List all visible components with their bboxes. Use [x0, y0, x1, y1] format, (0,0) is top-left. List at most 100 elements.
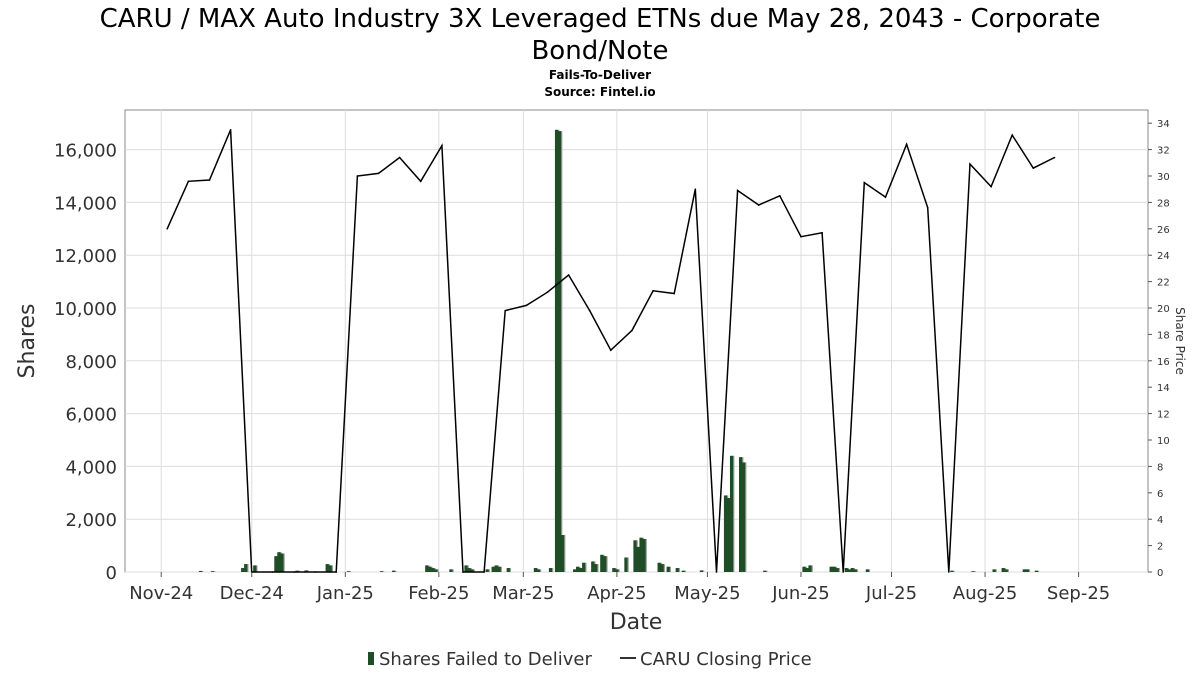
ftd-bar — [210, 571, 215, 572]
price-point — [483, 571, 485, 573]
price-point — [567, 274, 570, 276]
price-point — [525, 304, 528, 307]
left-tick-label: 12,000 — [54, 246, 117, 267]
ftd-bar — [328, 565, 332, 572]
ftd-bar — [992, 569, 996, 572]
legend-bar-swatch — [368, 652, 374, 665]
right-tick-label: 24 — [1157, 251, 1170, 262]
ftd-bar — [579, 568, 583, 572]
price-point — [504, 309, 507, 312]
ftd-bar — [491, 566, 495, 572]
right-tick-label: 30 — [1157, 172, 1170, 183]
ftd-bar — [1001, 568, 1005, 572]
left-axis: 0 2,000 4,000 6,000 8,000 10,000 12,000 14,000 1… — [54, 141, 117, 584]
ftd-bar — [971, 571, 975, 572]
ftd-bar — [723, 495, 728, 572]
ftd-bar — [494, 565, 498, 572]
ftd-bar — [600, 554, 604, 572]
ftd-bar — [560, 535, 565, 572]
price-point — [631, 329, 633, 332]
ftd-bar — [536, 569, 541, 572]
chart-subtitle: Fails-To-Deliver — [549, 68, 651, 82]
price-point — [694, 188, 697, 190]
ftd-bar — [425, 565, 429, 572]
ftd-bar — [729, 455, 734, 572]
ftd-bar — [763, 570, 767, 572]
price-point — [462, 571, 464, 573]
ftd-bar — [699, 570, 703, 572]
ftd-bar — [829, 566, 833, 572]
price-point — [398, 156, 401, 159]
x-tick-label: Jul-25 — [865, 583, 917, 604]
ftd-bar — [603, 556, 607, 572]
price-point — [905, 143, 908, 146]
x-tick-label: Nov-24 — [129, 583, 193, 604]
x-tick-label: May-25 — [674, 583, 740, 604]
legend: Shares Failed to Deliver CARU Closing Pr… — [368, 649, 812, 670]
right-tick-label: 8 — [1157, 462, 1163, 473]
x-tick-label: Dec-24 — [220, 583, 284, 604]
price-point — [314, 571, 316, 573]
y-axis-label-left: Shares — [15, 304, 40, 379]
right-tick-label: 0 — [1157, 568, 1163, 579]
price-point — [356, 175, 359, 177]
price-point — [546, 291, 549, 293]
price-point — [1053, 156, 1056, 159]
ftd-bar — [198, 570, 203, 572]
ftd-bar — [241, 568, 245, 572]
ftd-bar — [639, 537, 643, 572]
ftd-bar — [434, 569, 438, 572]
price-point — [757, 204, 760, 206]
ftd-bar — [726, 498, 731, 572]
left-tick-label: 8,000 — [65, 352, 117, 373]
ftd-bar — [431, 568, 435, 572]
x-tick-label: Mar-25 — [492, 583, 554, 604]
price-point — [377, 172, 380, 175]
price-point — [736, 189, 739, 192]
ftd-bar — [1004, 569, 1008, 572]
left-tick-label: 10,000 — [54, 299, 117, 320]
ftd-bar — [533, 568, 538, 572]
price-point — [1032, 167, 1035, 169]
line-layer — [166, 129, 1056, 573]
right-tick-label: 16 — [1157, 357, 1170, 368]
ftd-bar — [850, 568, 854, 572]
ftd-bar — [497, 566, 501, 572]
y-axis-label-right: Share Price — [1173, 307, 1187, 375]
ftd-bar — [470, 569, 474, 572]
ftd-bar — [808, 565, 812, 572]
left-tick-label: 0 — [106, 563, 117, 584]
ftd-bar — [660, 564, 664, 572]
price-point — [187, 180, 190, 183]
chart-title-line2: Bond/Note — [531, 36, 668, 66]
price-point — [419, 180, 422, 183]
left-tick-label: 16,000 — [54, 141, 117, 162]
ftd-bar — [485, 569, 489, 572]
legend-line-label: CARU Closing Price — [640, 649, 812, 670]
right-tick-label: 12 — [1157, 410, 1170, 421]
right-tick-label: 26 — [1157, 225, 1170, 236]
right-tick-label: 10 — [1157, 436, 1170, 447]
ftd-bar — [1025, 569, 1029, 572]
x-axis-label: Date — [610, 610, 663, 635]
left-tick-label: 14,000 — [54, 193, 117, 214]
ftd-bar — [554, 129, 559, 573]
ftd-bar — [1034, 570, 1038, 572]
ftd-bar — [467, 568, 471, 572]
chart-title-line1: CARU / MAX Auto Industry 3X Leveraged ET… — [100, 4, 1101, 34]
price-point — [652, 290, 654, 292]
right-tick-label: 28 — [1157, 198, 1170, 209]
price-point — [863, 181, 866, 184]
ftd-bar — [591, 561, 595, 572]
ftd-bar — [506, 568, 510, 572]
price-point — [715, 571, 718, 573]
ftd-bar — [576, 566, 580, 572]
left-tick-label: 2,000 — [65, 510, 117, 531]
price-point — [293, 571, 295, 573]
price-point — [673, 292, 676, 295]
price-point — [969, 163, 971, 165]
left-tick-label: 4,000 — [65, 457, 117, 478]
price-point — [166, 228, 169, 230]
ftd-bar — [277, 552, 281, 572]
